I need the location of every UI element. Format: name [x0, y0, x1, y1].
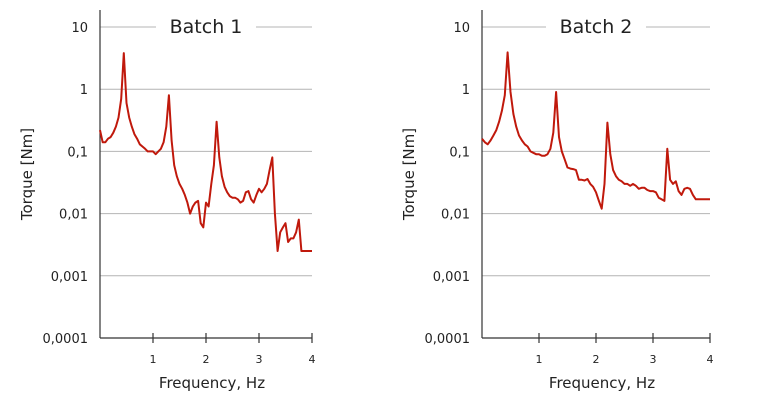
panel-title: Batch 1	[170, 16, 243, 38]
y-tick-label: 0,1	[67, 145, 88, 160]
x-tick-label: 1	[150, 353, 157, 366]
series-line	[481, 51, 710, 210]
y-tick-label: 0,01	[59, 208, 88, 223]
y-tick-label: 1	[80, 83, 88, 98]
y-axis-title: Torque [Nm]	[400, 128, 418, 221]
chart-panel-batch-2: 0,0001 0,001 0,01 0,1 1 10 1 2 3 4 Frequency, Hz To…	[400, 10, 714, 392]
x-tick-label: 2	[593, 353, 600, 366]
x-tick-label: 4	[309, 353, 316, 366]
panel-title-background	[156, 12, 256, 40]
x-tick-label: 3	[650, 353, 657, 366]
y-tick-label: 0,0001	[425, 332, 471, 347]
y-tick-label: 0,0001	[43, 332, 89, 347]
x-tick-label: 2	[203, 353, 210, 366]
x-axis-title: Frequency, Hz	[159, 374, 265, 392]
y-axis-title: Torque [Nm]	[18, 128, 36, 221]
series-line	[99, 52, 312, 252]
x-axis-title: Frequency, Hz	[549, 374, 655, 392]
y-tick-label: 10	[71, 21, 88, 36]
chart-panel-batch-1: 0,0001 0,001 0,01 0,1 1 10 1 2 3 4 Frequency, Hz To…	[18, 10, 316, 392]
x-tick-label: 3	[256, 353, 263, 366]
y-tick-label: 1	[462, 83, 470, 98]
y-tick-label: 0,001	[433, 270, 470, 285]
x-tick-label: 4	[707, 353, 714, 366]
x-tick-label: 1	[536, 353, 543, 366]
panel-title-background	[546, 12, 646, 40]
y-tick-label: 0,001	[51, 270, 88, 285]
y-tick-label: 0,1	[449, 145, 470, 160]
y-tick-label: 10	[453, 21, 470, 36]
panel-title: Batch 2	[560, 16, 633, 38]
y-tick-label: 0,01	[441, 208, 470, 223]
